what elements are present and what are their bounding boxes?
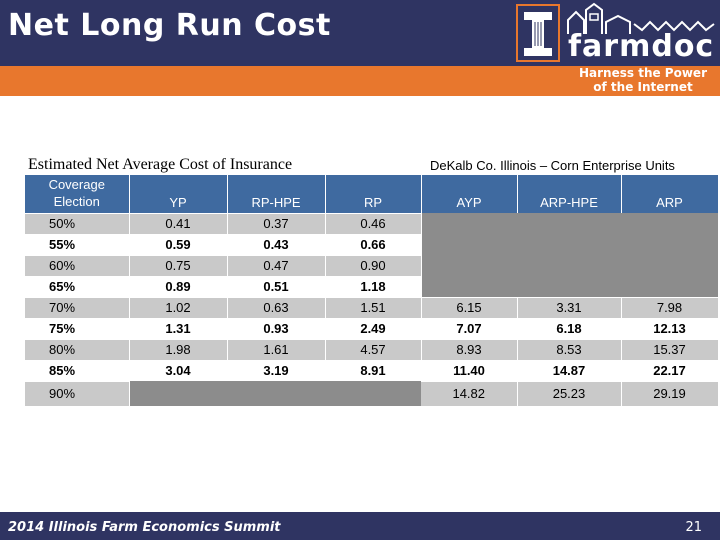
table-cell: 0.37: [227, 212, 326, 234]
farmdoc-logo-text: farmdoc: [568, 29, 715, 64]
table-row: 85% 3.04 3.19 8.91 11.40 14.87 22.17: [25, 359, 719, 381]
table-cell: 12.13: [621, 317, 719, 339]
table-cell: 0.43: [227, 233, 326, 255]
table-cell: 29.19: [621, 380, 719, 406]
table-row: 60% 0.75 0.47 0.90: [25, 254, 718, 276]
column-header: AYP: [421, 175, 518, 213]
coverage-cell: 70%: [25, 296, 130, 318]
table-cell: 0.63: [227, 296, 326, 318]
table-cell: 6.18: [517, 317, 622, 339]
table-row: 90% 14.82 25.23 29.19: [25, 380, 719, 406]
column-header-coverage: Coverage Election: [25, 175, 130, 213]
table-cell: 0.90: [325, 254, 422, 276]
coverage-cell: 65%: [25, 275, 130, 297]
table-cell: 0.47: [227, 254, 326, 276]
column-header-coverage-line-2: Election: [53, 193, 100, 209]
table-row: 80% 1.98 1.61 4.57 8.93 8.53 15.37: [25, 338, 719, 360]
column-header: ARP: [621, 175, 719, 213]
column-header-coverage-line-1: Coverage: [48, 176, 105, 192]
logo-tagline-line-1: Harness the Power: [579, 66, 707, 80]
column-header: YP: [129, 175, 228, 213]
footer-event-name: 2014 Illinois Farm Economics Summit: [8, 520, 281, 535]
table-cell: 0.41: [129, 212, 228, 234]
column-header: RP: [325, 175, 422, 213]
slide-title: Net Long Run Cost: [8, 8, 331, 43]
table-cell: 11.40: [421, 359, 518, 381]
table-cell: 0.51: [227, 275, 326, 297]
header-bar: Net Long Run Cost: [0, 0, 720, 66]
coverage-cell: 55%: [25, 233, 130, 255]
table-cell: 1.02: [129, 296, 228, 318]
table-cell: 14.87: [517, 359, 622, 381]
table-cell: 3.04: [129, 359, 228, 381]
table-cell: 1.31: [129, 317, 228, 339]
unavailable-block: [421, 213, 718, 297]
table-cell: 1.61: [227, 338, 326, 360]
insurance-cost-table: Coverage Election YP RP-HPE RP AYP ARP-H…: [25, 175, 719, 406]
illinois-i-logo-icon: [516, 4, 560, 62]
logo-tagline-line-2: of the Internet: [593, 80, 693, 94]
coverage-cell: 85%: [25, 359, 130, 381]
table-row: 65% 0.89 0.51 1.18: [25, 275, 718, 297]
table-cell: 0.59: [129, 233, 228, 255]
table-cell: 7.98: [621, 296, 719, 318]
table-cell: 25.23: [517, 380, 622, 406]
table-cell: 0.75: [129, 254, 228, 276]
table-cell: 6.15: [421, 296, 518, 318]
column-header: RP-HPE: [227, 175, 326, 213]
table-cell: 0.89: [129, 275, 228, 297]
table-cell: 0.93: [227, 317, 326, 339]
farm-skyline-icon: [566, 2, 716, 36]
table-cell: 8.53: [517, 338, 622, 360]
coverage-cell: 90%: [25, 380, 130, 406]
table-title: Estimated Net Average Cost of Insurance: [28, 156, 293, 173]
table-cell: 3.19: [227, 359, 326, 381]
table-cell: 0.66: [325, 233, 422, 255]
logo-tagline: Harness the Power of the Internet: [568, 66, 718, 94]
page-number: 21: [685, 520, 702, 535]
table-cell: 8.93: [421, 338, 518, 360]
table-subtitle: DeKalb Co. Illinois – Corn Enterprise Un…: [430, 158, 675, 173]
table-header-row: Coverage Election YP RP-HPE RP AYP ARP-H…: [25, 175, 719, 213]
table-cell: 8.91: [325, 359, 422, 381]
table-cell: 1.51: [325, 296, 422, 318]
coverage-cell: 75%: [25, 317, 130, 339]
coverage-cell: 60%: [25, 254, 130, 276]
table-cell: 14.82: [421, 380, 518, 406]
table-cell: 3.31: [517, 296, 622, 318]
table-row: 70% 1.02 0.63 1.51 6.15 3.31 7.98: [25, 296, 719, 318]
unavailable-block: [129, 381, 421, 406]
table-cell: 0.46: [325, 212, 422, 234]
table-cell: 1.98: [129, 338, 228, 360]
table-cell: 1.18: [325, 275, 422, 297]
table-cell: 15.37: [621, 338, 719, 360]
header-accent-band: [0, 66, 720, 96]
table-cell: 22.17: [621, 359, 719, 381]
table-row: 55% 0.59 0.43 0.66: [25, 233, 718, 255]
coverage-cell: 80%: [25, 338, 130, 360]
table-row: 75% 1.31 0.93 2.49 7.07 6.18 12.13: [25, 317, 719, 339]
table-cell: 7.07: [421, 317, 518, 339]
footer-bar: 2014 Illinois Farm Economics Summit 21: [0, 512, 720, 540]
coverage-cell: 50%: [25, 212, 130, 234]
table-row: 50% 0.41 0.37 0.46: [25, 212, 718, 297]
table-cell: 4.57: [325, 338, 422, 360]
table-cell: 2.49: [325, 317, 422, 339]
column-header: ARP-HPE: [517, 175, 622, 213]
